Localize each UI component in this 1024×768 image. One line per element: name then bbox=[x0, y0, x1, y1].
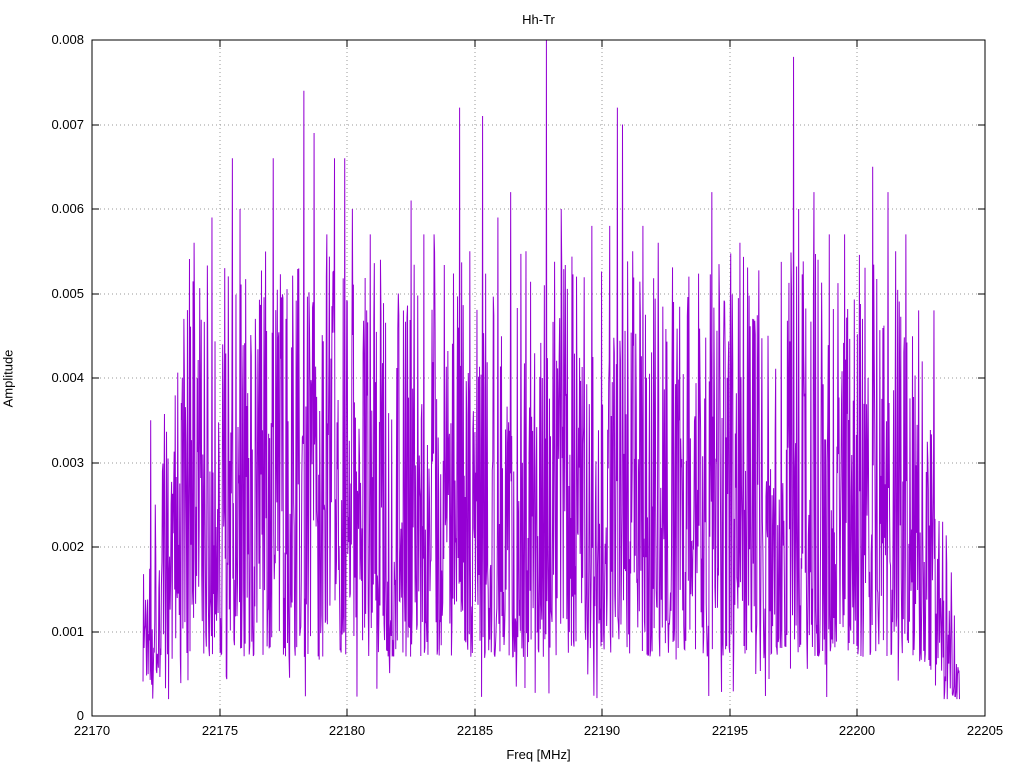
y-tick-label: 0.005 bbox=[51, 286, 84, 301]
y-tick-label: 0 bbox=[77, 708, 84, 723]
x-tick-label: 22190 bbox=[584, 723, 620, 738]
y-tick-label: 0.004 bbox=[51, 370, 84, 385]
y-tick-label: 0.002 bbox=[51, 539, 84, 554]
x-tick-label: 22185 bbox=[457, 723, 493, 738]
x-axis-label: Freq [MHz] bbox=[506, 747, 571, 762]
x-tick-label: 22175 bbox=[202, 723, 238, 738]
tick-labels: 22170 22175 22180 22185 22190 22195 22200 22205… bbox=[51, 32, 1003, 738]
x-tick-label: 22195 bbox=[712, 723, 748, 738]
plot-border bbox=[91, 39, 986, 717]
y-tick-label: 0.007 bbox=[51, 117, 84, 132]
spectrum-line bbox=[142, 39, 960, 700]
spectrum-trace bbox=[142, 39, 960, 700]
x-tick-label: 22205 bbox=[967, 723, 1003, 738]
x-tick-label: 22200 bbox=[839, 723, 875, 738]
x-tick-label: 22180 bbox=[329, 723, 365, 738]
x-tick-label: 22170 bbox=[74, 723, 110, 738]
y-tick-label: 0.001 bbox=[51, 624, 84, 639]
y-tick-label: 0.003 bbox=[51, 455, 84, 470]
y-tick-label: 0.008 bbox=[51, 32, 84, 47]
chart-title: Hh-Tr bbox=[522, 12, 555, 27]
y-tick-label: 0.006 bbox=[51, 201, 84, 216]
